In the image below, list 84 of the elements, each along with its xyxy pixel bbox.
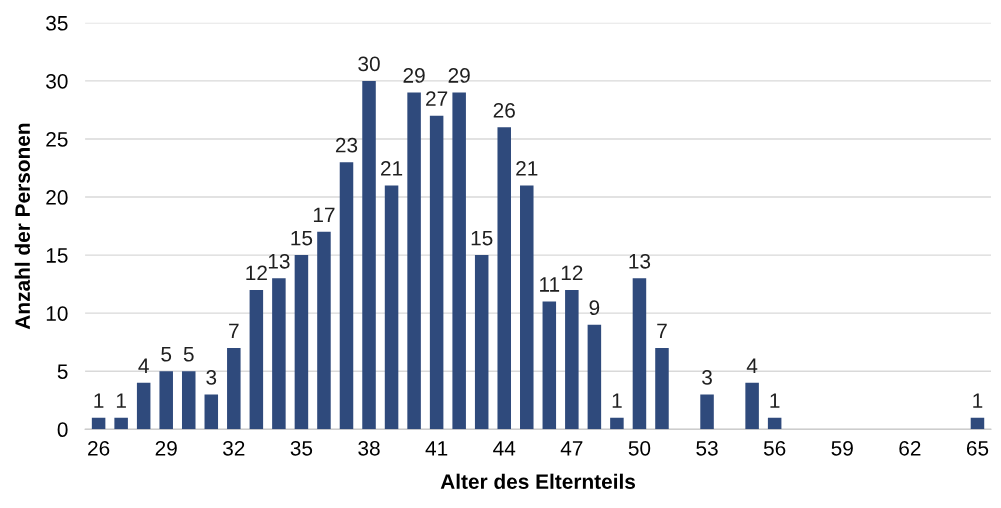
data-label: 12 (246, 265, 267, 281)
bar (970, 417, 985, 430)
data-label: 4 (138, 358, 149, 373)
data-label: 15 (291, 230, 313, 246)
bar (227, 347, 241, 430)
bar (407, 92, 421, 430)
data-label: 5 (161, 346, 172, 362)
data-label: 3 (206, 370, 217, 385)
data-label: 30 (358, 56, 380, 72)
x-tick-label: 62 (899, 440, 921, 456)
data-label: 23 (335, 137, 358, 153)
bar (159, 371, 173, 430)
data-label: 1 (770, 393, 780, 408)
bar (272, 278, 286, 430)
data-label: 29 (448, 68, 470, 83)
bar (520, 185, 534, 430)
x-axis-title: Alter des Elternteils (440, 473, 636, 489)
data-label: 3 (702, 370, 712, 385)
y-axis-title: Anzahl der Personen (14, 123, 31, 330)
x-tick-label: 32 (223, 440, 245, 456)
x-tick-label: 38 (358, 440, 380, 456)
data-label: 13 (268, 253, 290, 269)
y-tick-label: 15 (46, 248, 68, 263)
x-tick-label: 41 (425, 441, 448, 456)
bar (497, 127, 511, 430)
bar (452, 92, 466, 430)
y-tick-label: 30 (46, 73, 68, 89)
bar (91, 417, 106, 430)
x-tick-label: 59 (831, 440, 853, 456)
bar (362, 80, 376, 430)
bar (474, 255, 489, 430)
bar (542, 301, 557, 430)
data-label: 4 (746, 358, 758, 373)
x-tick-label: 35 (290, 440, 313, 456)
data-label: 13 (629, 253, 651, 269)
y-tick-label: 20 (46, 190, 68, 205)
x-tick-label: 65 (966, 440, 989, 456)
bar (429, 115, 444, 430)
bar (317, 231, 331, 430)
bar (181, 371, 196, 430)
data-label: 17 (313, 207, 335, 222)
y-tick-label: 5 (57, 364, 68, 379)
y-tick-label: 0 (57, 422, 68, 438)
bar (294, 255, 309, 430)
x-tick-label: 26 (88, 440, 110, 456)
x-tick-label: 56 (763, 440, 786, 456)
data-label: 11 (540, 277, 560, 292)
bar (384, 185, 399, 430)
bar (114, 417, 128, 430)
bar (632, 278, 647, 430)
x-tick-label: 53 (696, 440, 718, 456)
data-label: 9 (589, 300, 600, 316)
x-tick-label: 29 (155, 440, 177, 456)
data-label: 21 (516, 160, 538, 176)
bar (204, 394, 219, 430)
data-label: 7 (657, 323, 667, 339)
data-label: 27 (426, 91, 448, 106)
y-tick-label: 10 (46, 306, 68, 321)
bar (655, 347, 669, 430)
bar (565, 289, 579, 430)
data-label: 5 (183, 346, 194, 362)
data-label: 1 (94, 393, 104, 408)
bar (767, 417, 782, 430)
data-label: 1 (973, 393, 983, 408)
data-label: 21 (381, 160, 403, 176)
bar (136, 382, 151, 430)
data-label: 15 (471, 230, 493, 246)
bar (700, 394, 714, 430)
x-tick-label: 44 (493, 441, 516, 456)
y-tick-label: 25 (46, 131, 68, 147)
x-tick-label: 50 (628, 440, 651, 456)
data-label: 12 (561, 265, 583, 281)
data-label: 26 (493, 102, 515, 118)
bar (745, 382, 759, 430)
bar (610, 417, 624, 430)
data-label: 29 (403, 68, 425, 83)
data-label: 1 (612, 393, 622, 408)
data-label: 7 (229, 323, 239, 339)
data-label: 1 (116, 393, 126, 408)
x-tick-label: 47 (560, 441, 583, 456)
y-tick-label: 35 (46, 15, 68, 31)
bar (249, 289, 264, 430)
bar (587, 324, 602, 430)
bar (339, 162, 354, 430)
